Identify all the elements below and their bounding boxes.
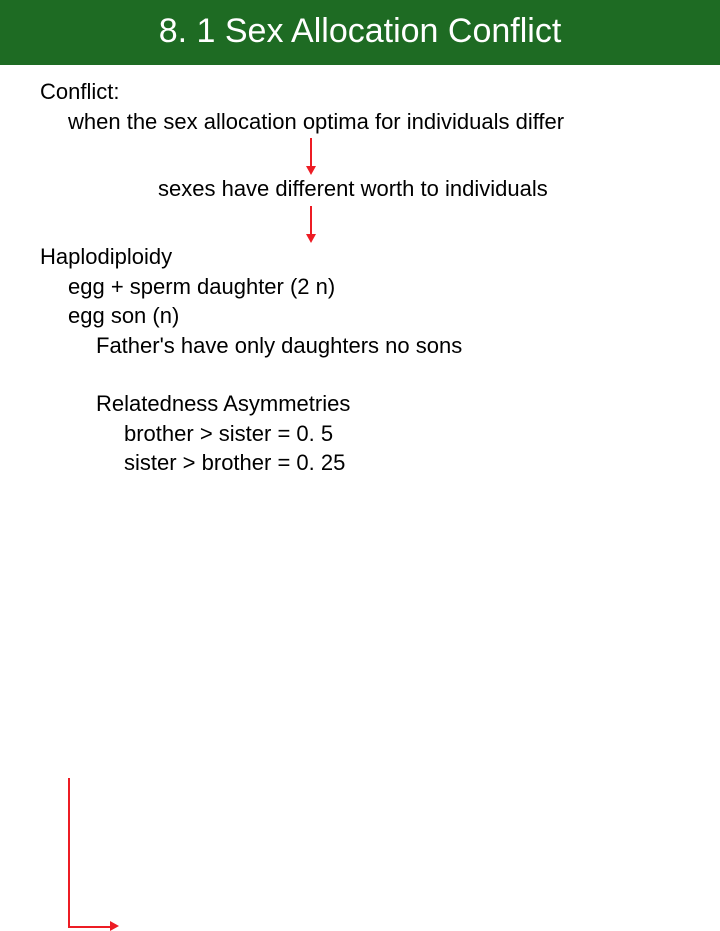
- sexes-worth-line: sexes have different worth to individual…: [40, 174, 680, 204]
- title-bar: 8. 1 Sex Allocation Conflict: [0, 0, 720, 65]
- relatedness-line-2: sister > brother = 0. 25: [40, 448, 680, 478]
- haplo-line-1: egg + sperm daughter (2 n): [40, 272, 680, 302]
- relatedness-line-1: brother > sister = 0. 5: [40, 419, 680, 449]
- arrow-shaft: [310, 138, 312, 168]
- arrow-down-1: [40, 136, 680, 174]
- arrow-shaft: [310, 206, 312, 236]
- haplo-line-2: egg son (n): [40, 301, 680, 331]
- spacer: [40, 375, 680, 389]
- haplodiploidy-heading: Haplodiploidy: [40, 242, 680, 272]
- arrow-head-icon: [306, 234, 316, 243]
- connector-horizontal: [68, 926, 112, 928]
- relatedness-heading: Relatedness Asymmetries: [40, 389, 680, 419]
- arrow-head-icon: [306, 166, 316, 175]
- conflict-definition: when the sex allocation optima for indiv…: [40, 107, 680, 137]
- haplo-line-3: Father's have only daughters no sons: [40, 331, 680, 361]
- conflict-heading: Conflict:: [40, 77, 680, 107]
- page-title: 8. 1 Sex Allocation Conflict: [159, 12, 562, 50]
- spacer: [40, 361, 680, 375]
- arrow-down-2: [40, 204, 680, 242]
- connector-vertical: [68, 778, 70, 928]
- connector-head-icon: [110, 921, 119, 931]
- content-area: Conflict: when the sex allocation optima…: [0, 65, 720, 478]
